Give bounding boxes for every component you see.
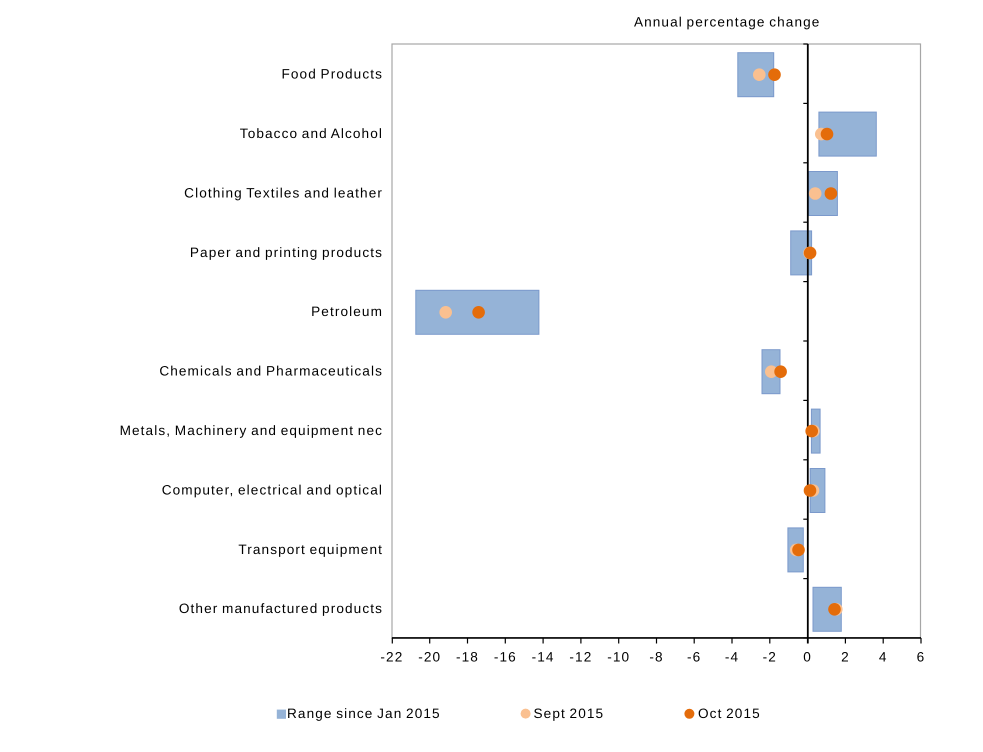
- svg-text:Sept 2015: Sept 2015: [534, 706, 605, 721]
- svg-text:-10: -10: [607, 649, 630, 664]
- svg-text:-20: -20: [418, 649, 441, 664]
- svg-text:Transport equipment: Transport equipment: [238, 542, 383, 557]
- svg-text:0: 0: [803, 649, 812, 664]
- svg-text:Petroleum: Petroleum: [311, 304, 383, 319]
- svg-text:-8: -8: [649, 649, 663, 664]
- svg-text:-14: -14: [532, 649, 555, 664]
- svg-text:Computer, electrical and optic: Computer, electrical and optical: [162, 482, 383, 497]
- svg-text:Tobacco and Alcohol: Tobacco and Alcohol: [240, 126, 383, 141]
- svg-text:-16: -16: [494, 649, 517, 664]
- svg-text:-22: -22: [380, 649, 403, 664]
- svg-text:-4: -4: [725, 649, 739, 664]
- svg-text:-18: -18: [456, 649, 479, 664]
- svg-text:Other manufactured products: Other manufactured products: [179, 601, 383, 616]
- svg-text:-6: -6: [687, 649, 701, 664]
- svg-text:Clothing Textiles and leather: Clothing Textiles and leather: [184, 185, 383, 200]
- svg-text:Paper and printing products: Paper and printing products: [190, 245, 383, 260]
- svg-text:Annual percentage change: Annual percentage change: [634, 15, 821, 30]
- svg-text:2: 2: [841, 649, 850, 664]
- svg-text:-12: -12: [569, 649, 592, 664]
- svg-text:4: 4: [879, 649, 888, 664]
- svg-text:Range since Jan 2015: Range since Jan 2015: [287, 706, 441, 721]
- svg-text:Oct 2015: Oct 2015: [698, 706, 761, 721]
- svg-text:-2: -2: [763, 649, 777, 664]
- svg-text:Metals, Machinery and equipmen: Metals, Machinery and equipment nec: [120, 423, 383, 438]
- svg-text:Food Products: Food Products: [281, 67, 383, 82]
- svg-text:Chemicals and Pharmaceuticals: Chemicals and Pharmaceuticals: [159, 364, 383, 379]
- svg-text:6: 6: [917, 649, 926, 664]
